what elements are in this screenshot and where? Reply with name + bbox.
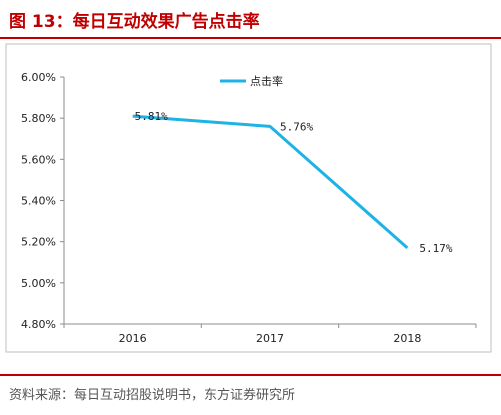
y-tick-label: 5.80% — [21, 112, 56, 125]
x-tick-label: 2016 — [119, 332, 147, 345]
data-label: 5.76% — [280, 120, 313, 133]
x-tick-label: 2017 — [256, 332, 284, 345]
y-tick-label: 6.00% — [21, 71, 56, 84]
line-chart: 6.00% 5.80% 5.60% 5.40% 5.20% 5.00% 4.80% 2016… — [5, 43, 492, 353]
y-tick-label: 5.40% — [21, 195, 56, 208]
x-tick-label: 2018 — [393, 332, 421, 345]
legend-label: 点击率 — [250, 74, 283, 88]
source-note: 资料来源：每日互动招股说明书，东方证券研究所 — [9, 388, 296, 403]
title-rule — [0, 37, 501, 39]
data-label: 5.17% — [419, 242, 452, 255]
data-label: 5.81% — [135, 110, 168, 123]
chart-frame — [5, 43, 492, 353]
y-tick-label: 5.60% — [21, 153, 56, 166]
figure-title: 图 13：每日互动效果广告点击率 — [9, 12, 260, 32]
y-tick-label: 5.20% — [21, 236, 56, 249]
footer-rule — [0, 374, 501, 376]
y-tick-label: 5.00% — [21, 277, 56, 290]
y-tick-label: 4.80% — [21, 318, 56, 331]
series-line — [132, 114, 409, 249]
